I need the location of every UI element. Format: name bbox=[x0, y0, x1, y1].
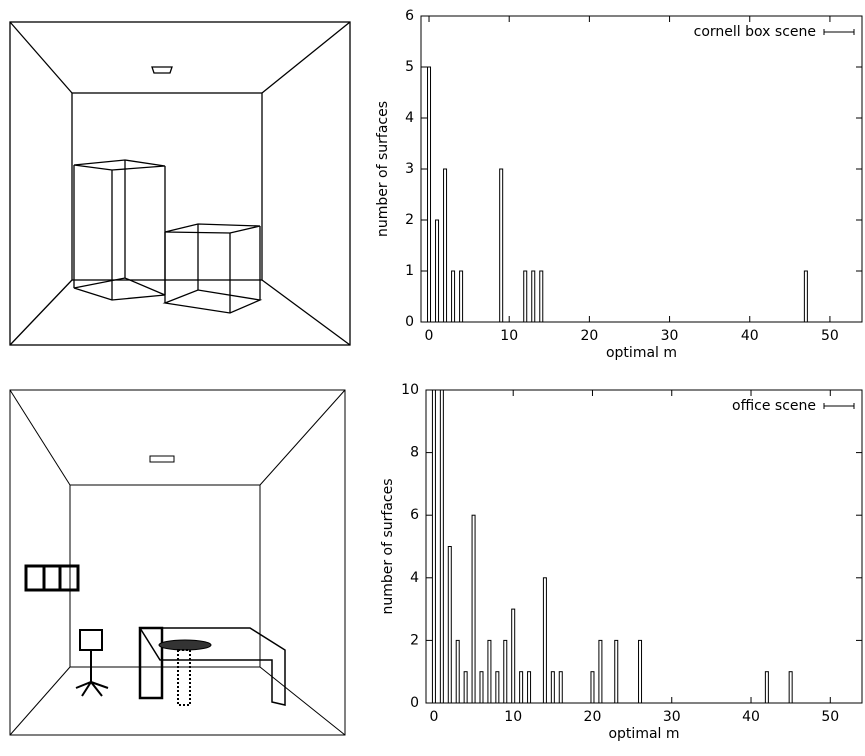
x-tick-label: 50 bbox=[821, 328, 839, 344]
office-render bbox=[10, 390, 345, 735]
y-tick-label: 3 bbox=[405, 161, 414, 177]
y-tick-label: 8 bbox=[410, 445, 419, 461]
x-tick-label: 10 bbox=[504, 709, 522, 725]
bar bbox=[512, 609, 515, 703]
bar bbox=[452, 271, 455, 322]
x-tick-label: 20 bbox=[584, 709, 602, 725]
bar bbox=[804, 271, 807, 322]
x-tick-label: 20 bbox=[580, 328, 598, 344]
bar bbox=[500, 169, 503, 322]
x-tick-label: 30 bbox=[663, 709, 681, 725]
bar bbox=[551, 672, 554, 703]
y-tick-label: 0 bbox=[405, 314, 414, 330]
y-tick-label: 1 bbox=[405, 263, 414, 279]
bar bbox=[524, 271, 527, 322]
plot-frame bbox=[421, 16, 862, 322]
y-tick-label: 2 bbox=[410, 632, 419, 648]
bar bbox=[504, 640, 507, 703]
x-tick-label: 40 bbox=[742, 709, 760, 725]
y-axis-label: number of surfaces bbox=[380, 478, 396, 614]
bar bbox=[765, 672, 768, 703]
bar bbox=[480, 672, 483, 703]
y-tick-label: 0 bbox=[410, 695, 419, 711]
bar bbox=[436, 220, 439, 322]
x-axis-label: optimal m bbox=[606, 345, 677, 361]
x-tick-label: 30 bbox=[661, 328, 679, 344]
bar bbox=[591, 672, 594, 703]
bar bbox=[559, 672, 562, 703]
y-tick-label: 4 bbox=[405, 110, 414, 126]
x-tick-label: 50 bbox=[821, 709, 839, 725]
bar bbox=[488, 640, 491, 703]
bar bbox=[520, 672, 523, 703]
figure: 012345601020304050optimal mnumber of sur… bbox=[0, 0, 865, 752]
bar bbox=[472, 515, 475, 703]
bar bbox=[543, 578, 546, 703]
bar bbox=[789, 672, 792, 703]
bar bbox=[428, 67, 431, 322]
x-tick-label: 0 bbox=[429, 709, 438, 725]
x-axis-label: optimal m bbox=[608, 726, 679, 742]
bar bbox=[456, 640, 459, 703]
x-tick-label: 10 bbox=[500, 328, 518, 344]
bar bbox=[460, 271, 463, 322]
bar bbox=[496, 672, 499, 703]
y-tick-label: 5 bbox=[405, 59, 414, 75]
y-axis-label: number of surfaces bbox=[375, 101, 391, 237]
x-tick-label: 40 bbox=[741, 328, 759, 344]
bar bbox=[528, 672, 531, 703]
bar bbox=[444, 169, 447, 322]
bar bbox=[540, 271, 543, 322]
cornell-box-render bbox=[10, 22, 350, 345]
legend-label: cornell box scene bbox=[694, 24, 816, 40]
y-tick-label: 2 bbox=[405, 212, 414, 228]
legend-label: office scene bbox=[732, 398, 816, 414]
y-tick-label: 10 bbox=[401, 382, 419, 398]
y-tick-label: 6 bbox=[405, 8, 414, 24]
y-tick-label: 4 bbox=[410, 570, 419, 586]
bar bbox=[599, 640, 602, 703]
y-tick-label: 6 bbox=[410, 507, 419, 523]
bar bbox=[639, 640, 642, 703]
bar bbox=[448, 547, 451, 704]
x-tick-label: 0 bbox=[425, 328, 434, 344]
bar bbox=[615, 640, 618, 703]
bar bbox=[532, 271, 535, 322]
bar bbox=[464, 672, 467, 703]
bar bbox=[440, 390, 443, 703]
bar bbox=[432, 390, 435, 703]
